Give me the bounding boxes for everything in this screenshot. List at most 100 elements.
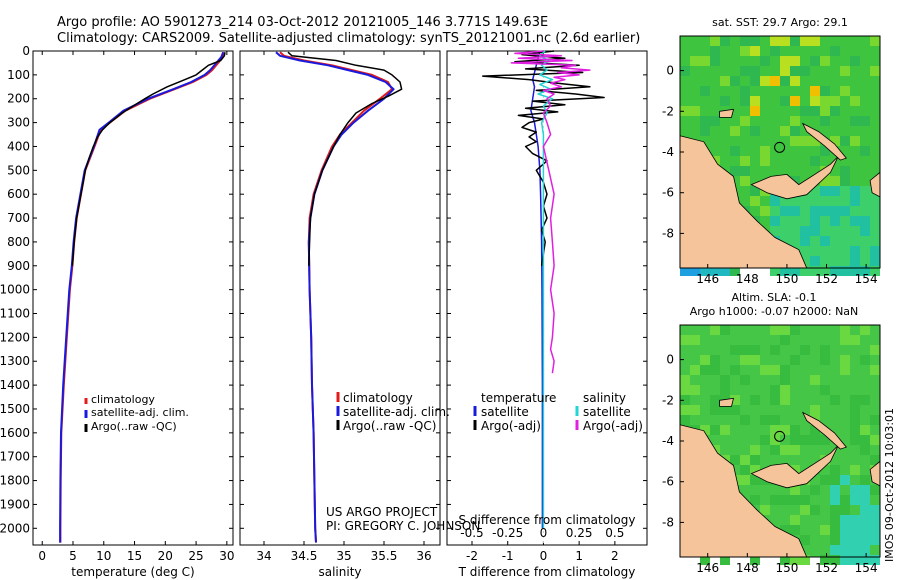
- map-cell: [830, 96, 840, 106]
- pi-annotation: PI: GREGORY C. JOHNSON: [326, 519, 480, 533]
- map-cell: [860, 525, 870, 535]
- map-cell: [800, 196, 810, 206]
- map-cell: [790, 76, 800, 86]
- map-cell: [740, 475, 750, 485]
- map-cell: [840, 236, 850, 246]
- map-cell: [790, 485, 800, 495]
- map-cell: [800, 36, 810, 46]
- map-x-tick-label: 154: [855, 272, 878, 286]
- map-cell: [740, 355, 750, 365]
- y-tick-label: 1900: [0, 497, 30, 511]
- map-cell: [830, 106, 840, 116]
- sla-map-subtitle: Argo h1000: -0.07 h2000: NaN: [690, 305, 859, 318]
- map-cell: [740, 66, 750, 76]
- map-cell: [690, 266, 700, 276]
- map-y-tick-label: 0: [666, 64, 674, 78]
- map-cell: [820, 475, 830, 485]
- difference-lines: [481, 50, 605, 545]
- map-cell: [850, 246, 860, 256]
- y-tick-label: 1400: [0, 378, 30, 392]
- x-tick-label: 35: [336, 549, 351, 563]
- map-cell: [730, 166, 740, 176]
- map-cell: [840, 226, 850, 236]
- map-cell: [720, 96, 730, 106]
- map-cell: [860, 236, 870, 246]
- map-cell: [720, 555, 730, 565]
- map-cell: [860, 256, 870, 266]
- map-cell: [860, 186, 870, 196]
- land-polygon: [719, 397, 735, 407]
- map-cell: [740, 86, 750, 96]
- land-polygon: [719, 108, 735, 118]
- map-cell: [860, 196, 870, 206]
- map-cell: [860, 485, 870, 495]
- map-cell: [840, 495, 850, 505]
- map-cell: [750, 196, 760, 206]
- map-cell: [780, 36, 790, 46]
- map-cell: [820, 256, 830, 266]
- legend-label-argo: Argo(..raw -QC): [91, 420, 177, 433]
- map-x-tick-label: 152: [815, 272, 838, 286]
- map-cell: [750, 395, 760, 405]
- map-cell: [820, 86, 830, 96]
- map-cell: [700, 126, 710, 136]
- map-cell: [780, 495, 790, 505]
- map-x-tick-label: 148: [736, 561, 759, 575]
- map-y-tick-label: -8: [662, 515, 674, 529]
- map-cell: [860, 266, 870, 276]
- sla-map-cells: [680, 325, 880, 565]
- map-cell: [740, 375, 750, 385]
- argo-position-marker: [774, 430, 786, 442]
- y-tick-label: 900: [7, 259, 30, 273]
- x-tick-label: -2: [466, 549, 478, 563]
- map-cell: [870, 226, 880, 236]
- map-cell: [730, 126, 740, 136]
- map-x-tick-label: 146: [696, 272, 719, 286]
- map-cell: [870, 555, 880, 565]
- y-tick-label: 300: [7, 116, 30, 130]
- x-tick-label: 10: [96, 549, 111, 563]
- map-cell: [790, 206, 800, 216]
- map-x-tick-label: 150: [775, 272, 798, 286]
- map-cell: [800, 495, 810, 505]
- map-cell: [820, 56, 830, 66]
- map-cell: [840, 206, 850, 216]
- map-cell: [750, 46, 760, 56]
- map-cell: [870, 36, 880, 46]
- map-cell: [830, 505, 840, 515]
- map-cell: [770, 445, 780, 455]
- map-cell: [850, 395, 860, 405]
- map-cell: [700, 266, 710, 276]
- map-cell: [680, 106, 690, 116]
- map-cell: [750, 355, 760, 365]
- y-tick-label: 800: [7, 235, 30, 249]
- map-cell: [730, 266, 740, 276]
- sla-map-land: [679, 397, 881, 558]
- map-cell: [810, 435, 820, 445]
- map-cell: [840, 176, 850, 186]
- map-cell: [810, 266, 820, 276]
- legend-label-temp-satellite: satellite: [481, 405, 529, 419]
- map-cell: [720, 375, 730, 385]
- map-cell: [850, 116, 860, 126]
- sst-map-panel: sat. SST: 29.7 Argo: 29.1 146 148 150 152 15…: [662, 16, 881, 286]
- map-cell: [730, 405, 740, 415]
- map-cell: [820, 176, 830, 186]
- map-cell: [790, 216, 800, 226]
- sla-map-ticks: 146 148 150 152 154 0 -2 -4 -6 -8: [662, 353, 878, 575]
- series-line-argo-raw-qc-: [71, 52, 226, 266]
- map-cell: [780, 266, 790, 276]
- map-cell: [800, 66, 810, 76]
- salinity-x-ticks: 34 34.5 35 35.5 36: [256, 51, 432, 563]
- map-cell: [830, 216, 840, 226]
- map-cell: [680, 385, 690, 395]
- map-cell: [810, 256, 820, 266]
- map-cell: [840, 256, 850, 266]
- legend-header-temperature: temperature: [481, 391, 556, 405]
- map-cell: [830, 525, 840, 535]
- map-cell: [710, 266, 720, 276]
- map-cell: [860, 515, 870, 525]
- map-cell: [840, 555, 850, 565]
- map-cell: [830, 136, 840, 146]
- map-cell: [840, 355, 850, 365]
